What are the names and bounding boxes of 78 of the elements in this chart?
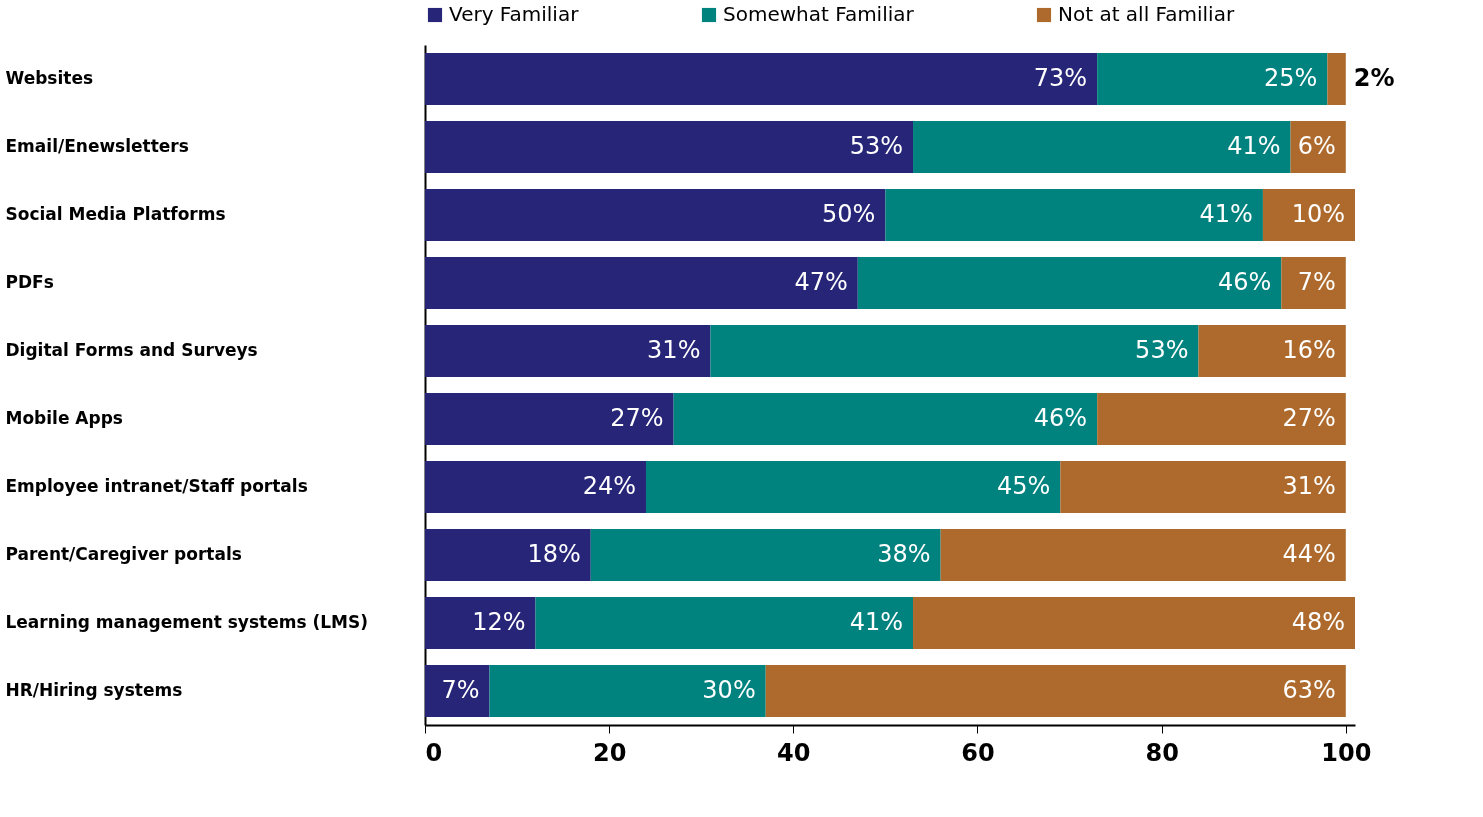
bar: [913, 597, 1355, 649]
data-label: 18%: [527, 540, 581, 568]
legend-label: Very Familiar: [449, 2, 580, 26]
data-label: 41%: [1227, 132, 1281, 160]
data-label: 10%: [1291, 200, 1345, 228]
x-tick-label: 60: [961, 738, 995, 767]
data-label: 38%: [877, 540, 931, 568]
x-tick-label: 0: [425, 738, 443, 767]
bar: [673, 393, 1098, 445]
y-tick-label: Email/Enewsletters: [5, 136, 189, 156]
bar: [425, 461, 646, 513]
bar: [425, 529, 591, 581]
data-label: 12%: [472, 608, 526, 636]
data-label: 45%: [997, 472, 1051, 500]
bar: [885, 189, 1263, 241]
data-label: 30%: [702, 676, 756, 704]
data-label: 25%: [1264, 64, 1318, 92]
y-tick-label: Social Media Platforms: [5, 204, 226, 224]
data-label: 31%: [647, 336, 701, 364]
x-tick-label: 20: [592, 738, 627, 767]
y-tick-label: Mobile Apps: [5, 408, 123, 428]
bar: [913, 121, 1291, 173]
bar: [857, 257, 1282, 309]
bar: [590, 529, 941, 581]
bar: [710, 325, 1199, 377]
bar: [1097, 53, 1328, 105]
bar: [425, 665, 490, 717]
bar: [535, 597, 914, 649]
data-label: 27%: [1282, 404, 1336, 432]
bar: [1097, 393, 1346, 445]
y-tick-label: Parent/Caregiver portals: [5, 544, 242, 564]
data-label: 48%: [1291, 608, 1345, 636]
y-tick-label: Websites: [5, 68, 94, 88]
y-tick-label: Employee intranet/Staff portals: [5, 476, 308, 496]
bar: [1327, 53, 1346, 105]
bar: [425, 121, 914, 173]
data-label: 6%: [1297, 132, 1336, 160]
bar: [1060, 461, 1346, 513]
data-label: 46%: [1033, 404, 1088, 432]
legend-label: Somewhat Familiar: [723, 2, 915, 26]
data-label: 16%: [1282, 336, 1336, 364]
data-label: 41%: [849, 608, 904, 636]
bar: [425, 53, 1098, 105]
bar: [1262, 189, 1355, 241]
data-label: 63%: [1282, 676, 1336, 704]
legend-label: Not at all Familiar: [1058, 2, 1235, 26]
data-label: 7%: [1297, 268, 1336, 296]
data-label: 31%: [1282, 472, 1336, 500]
bar: [425, 257, 858, 309]
data-label: 53%: [1135, 336, 1189, 364]
x-tick-label: 100: [1321, 738, 1372, 767]
data-label: 44%: [1282, 540, 1336, 568]
bar: [1198, 325, 1346, 377]
bar: [425, 597, 536, 649]
bar: [940, 529, 1346, 581]
y-tick-label: Digital Forms and Surveys: [5, 340, 258, 360]
y-tick-label: HR/Hiring systems: [5, 680, 183, 700]
data-label: 2%: [1353, 64, 1395, 92]
x-tick-label: 40: [777, 738, 811, 767]
y-tick-label: Learning management systems (LMS): [5, 612, 368, 632]
bar: [425, 393, 674, 445]
bar: [425, 325, 711, 377]
data-label: 47%: [794, 268, 848, 296]
data-label: 41%: [1199, 200, 1253, 228]
y-tick-label: PDFs: [5, 272, 54, 292]
data-label: 27%: [610, 404, 664, 432]
data-label: 46%: [1217, 268, 1272, 296]
bar: [425, 189, 886, 241]
data-label: 50%: [822, 200, 876, 228]
data-label: 7%: [441, 676, 480, 704]
x-tick-label: 80: [1145, 738, 1179, 767]
bar: [489, 665, 766, 717]
bar: [645, 461, 1061, 513]
bar: [1281, 257, 1346, 309]
data-label: 24%: [582, 472, 636, 500]
data-label: 73%: [1033, 64, 1088, 92]
data-label: 53%: [849, 132, 904, 160]
bar: [765, 665, 1346, 717]
